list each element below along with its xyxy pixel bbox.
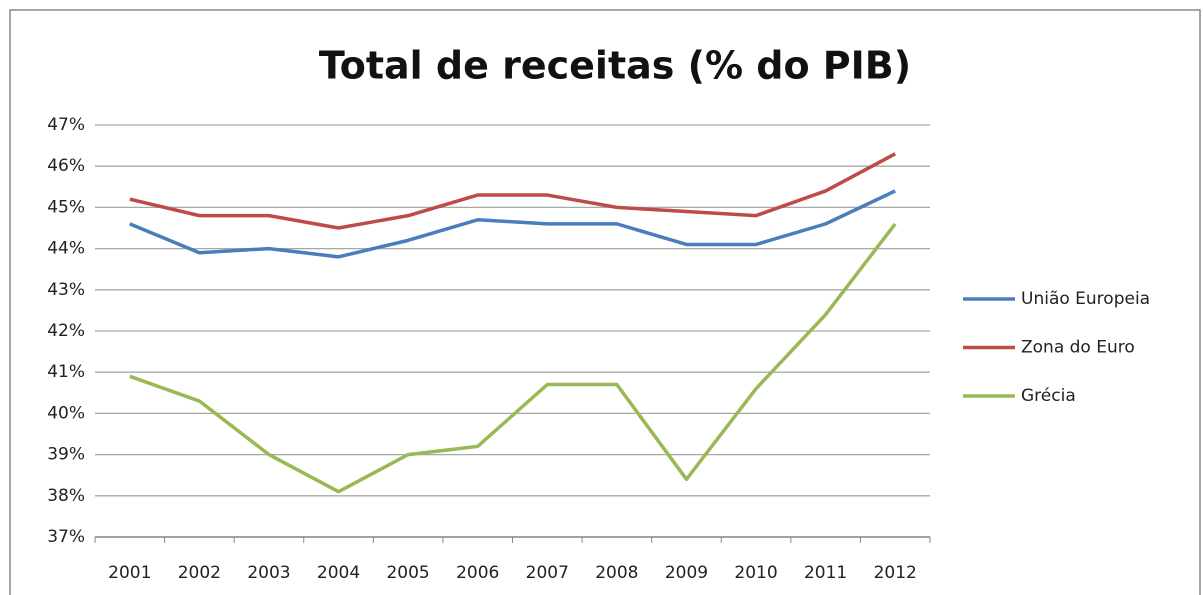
y-tick-label: 46% — [47, 156, 85, 176]
x-tick-label: 2002 — [178, 563, 221, 583]
x-tick-label: 2007 — [526, 563, 569, 583]
y-tick-label: 42% — [47, 321, 85, 341]
chart-border — [9, 9, 1201, 595]
line-series — [129, 152, 897, 230]
y-tick-label: 44% — [47, 239, 85, 259]
x-tick-label: 2010 — [734, 563, 777, 583]
x-tick-label: 2009 — [665, 563, 708, 583]
legend-label: Grécia — [1021, 386, 1076, 406]
y-tick-label: 38% — [47, 486, 85, 506]
x-tick-label: 2005 — [386, 563, 429, 583]
x-tick-label: 2001 — [108, 563, 151, 583]
x-tick-label: 2011 — [804, 563, 847, 583]
line-series — [129, 189, 896, 259]
x-tick-label: 2006 — [456, 563, 499, 583]
y-tick-label: 47% — [47, 115, 85, 135]
chart-title: Total de receitas (% do PIB) — [319, 44, 911, 88]
x-tick-label: 2004 — [317, 563, 360, 583]
x-tick-label: 2012 — [874, 563, 917, 583]
y-tick-label: 41% — [47, 362, 85, 382]
y-tick-label: 40% — [47, 403, 85, 423]
y-tick-label: 39% — [47, 445, 85, 465]
line-series — [129, 222, 897, 494]
y-tick-label: 37% — [47, 527, 85, 547]
legend-label: União Europeia — [1021, 289, 1150, 309]
legend-label: Zona do Euro — [1021, 338, 1135, 358]
y-tick-label: 45% — [47, 197, 85, 217]
x-tick-label: 2008 — [595, 563, 638, 583]
x-tick-label: 2003 — [247, 563, 290, 583]
y-tick-label: 43% — [47, 280, 85, 300]
